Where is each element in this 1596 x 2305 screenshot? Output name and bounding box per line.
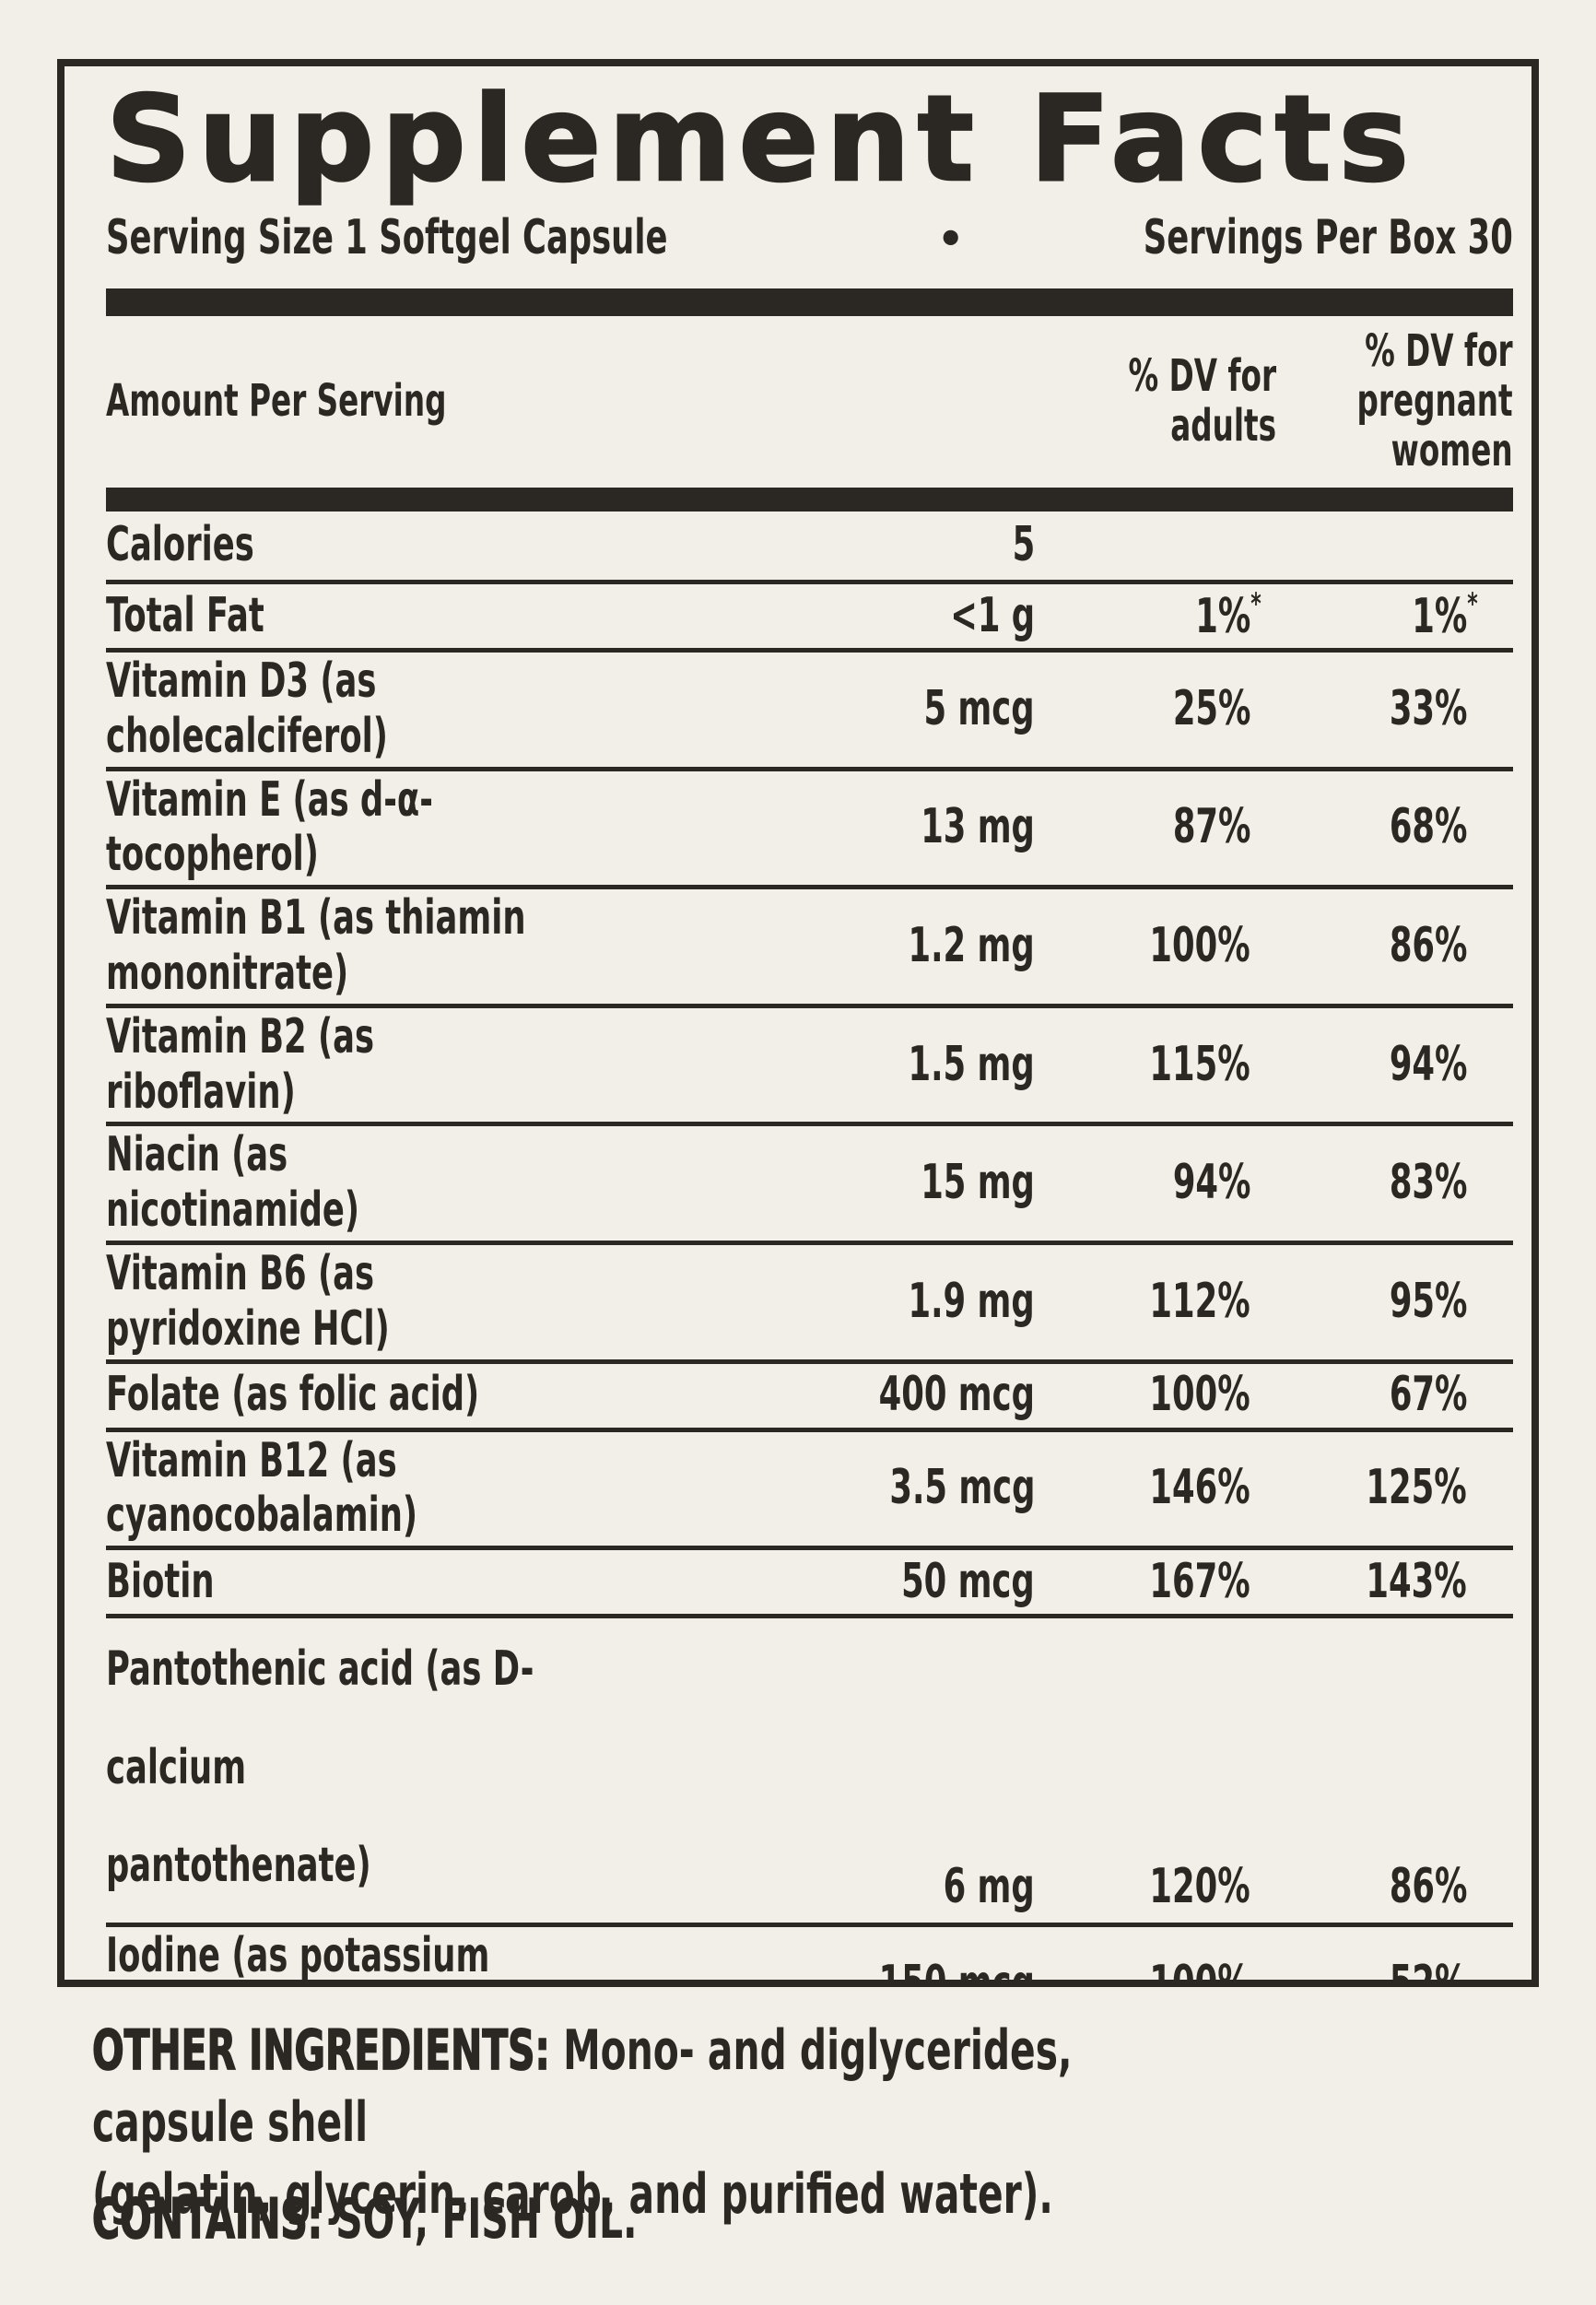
nutrient-name: Biotin <box>106 1553 215 1609</box>
contains-text: SOY, FISH OIL. <box>335 2187 638 2252</box>
header-dv-adults: % DV for adults <box>1128 350 1276 452</box>
table-row: Vitamin B6 (as pyridoxine HCl) 1.9 mg 11… <box>106 1240 1513 1359</box>
dv-pregnant-value: 143% <box>1366 1553 1467 1609</box>
table-row: Iodine (as potassium iodate) 150 mcg 100… <box>106 1922 1513 1987</box>
dv-adults-value: 167% <box>1149 1553 1250 1609</box>
dv-adults-value: 115% <box>1149 1036 1250 1092</box>
separator-bullet: • <box>936 214 965 264</box>
nutrient-name: Vitamin B1 (as thiamin mononitrate) <box>106 890 526 1001</box>
other-ingredients-text: Mono- and diglycerides, capsule shell (g… <box>92 2018 1073 2227</box>
dv-adults-value: 25% <box>1172 680 1250 736</box>
dv-pregnant-value: 68% <box>1389 799 1467 855</box>
table-row: Vitamin B2 (as riboflavin) 1.5 mg 115% 9… <box>106 1003 1513 1123</box>
table-row: Total Fat <1 g 1%* 1%* <box>106 580 1513 648</box>
dv-adults-value: 100% <box>1149 1367 1250 1423</box>
nutrient-amount: 15 mg <box>921 1155 1035 1211</box>
dv-adults-value: 94% <box>1172 1155 1250 1211</box>
other-ingredients-label: OTHER INGREDIENTS: <box>91 2017 550 2084</box>
servings-per-box-text: Servings Per Box 30 <box>1143 210 1513 265</box>
header-amount-per-serving-cell: Amount Per Serving <box>106 375 751 428</box>
table-row: Pantothenic acid (as D-calcium pantothen… <box>106 1614 1513 1923</box>
dv-adults-value: 120% <box>1149 1859 1250 1915</box>
nutrient-name: Vitamin B6 (as pyridoxine HCl) <box>106 1245 390 1357</box>
nutrient-amount: <1 g <box>950 587 1035 643</box>
divider-bar-header <box>106 488 1513 512</box>
nutrient-amount: 50 mcg <box>901 1553 1035 1609</box>
nutrient-amount: 5 <box>1012 517 1035 573</box>
table-row: Vitamin D3 (as cholecalciferol) 5 mcg 25… <box>106 648 1513 767</box>
nutrient-name: Folate (as folic acid) <box>106 1367 480 1423</box>
panel-title: Supplement Facts <box>105 71 1416 208</box>
dv-pregnant-value: 1%* <box>1411 586 1478 645</box>
table-row: Vitamin E (as d-α-tocopherol) 13 mg 87% … <box>106 766 1513 886</box>
nutrient-table: Calories 5 Total Fat <1 g 1%* 1%* Vitami… <box>106 512 1513 1987</box>
nutrient-name: Vitamin D3 (as cholecalciferol) <box>106 653 388 764</box>
other-ingredients-paragraph: OTHER INGREDIENTS: Mono- and diglyceride… <box>91 2015 1115 2230</box>
nutrient-amount: 150 mcg <box>878 1955 1035 1987</box>
nutrient-amount: 1.5 mg <box>908 1036 1035 1092</box>
nutrient-name: Vitamin E (as d-α-tocopherol) <box>106 771 433 883</box>
table-row: Vitamin B12 (as cyanocobalamin) 3.5 mcg … <box>106 1427 1513 1546</box>
table-row: Biotin 50 mcg 167% 143% <box>106 1546 1513 1614</box>
contains-section: CONTAINS: SOY, FISH OIL. <box>91 2186 894 2252</box>
dv-pregnant-value: 86% <box>1389 918 1467 974</box>
dv-pregnant-value: 94% <box>1389 1036 1467 1092</box>
nutrient-amount: 3.5 mcg <box>888 1460 1035 1516</box>
dv-adults-value: 1%* <box>1194 586 1262 645</box>
supplement-facts-panel: Supplement Facts Serving Size 1 Softgel … <box>57 59 1539 1987</box>
contains-label: CONTAINS: <box>91 2186 323 2252</box>
nutrient-amount: 1.9 mg <box>908 1273 1035 1329</box>
table-row: Folate (as folic acid) 400 mcg 100% 67% <box>106 1358 1513 1428</box>
nutrient-name: Pantothenic acid (as D-calcium pantothen… <box>106 1641 534 1894</box>
serving-size-text: Serving Size 1 Softgel Capsule <box>106 210 668 265</box>
dv-pregnant-value: 52% <box>1389 1955 1467 1987</box>
table-row: Calories 5 <box>106 512 1513 580</box>
header-dv-adults-cell: % DV for adults <box>1035 350 1276 452</box>
table-header-row: Amount Per Serving % DV for adults % DV … <box>106 316 1513 488</box>
nutrient-name: Vitamin B12 (as cyanocobalamin) <box>106 1432 418 1544</box>
dv-adults-value: 87% <box>1172 799 1250 855</box>
nutrient-amount: 6 mg <box>943 1859 1035 1915</box>
dv-adults-value: 100% <box>1149 918 1250 974</box>
dv-adults-value: 100% <box>1149 1955 1250 1987</box>
header-amount-per-serving: Amount Per Serving <box>106 375 447 428</box>
dv-adults-value: 112% <box>1149 1273 1250 1329</box>
dv-pregnant-value: 125% <box>1366 1460 1467 1516</box>
nutrient-name: Total Fat <box>106 587 264 643</box>
nutrient-name: Vitamin B2 (as riboflavin) <box>106 1008 375 1120</box>
nutrient-amount: 1.2 mg <box>908 918 1035 974</box>
dv-pregnant-value: 83% <box>1389 1155 1467 1211</box>
serving-info-row: Serving Size 1 Softgel Capsule • Serving… <box>106 208 1513 268</box>
other-ingredients-section: OTHER INGREDIENTS: Mono- and diglyceride… <box>91 2015 1596 2230</box>
dv-pregnant-value: 33% <box>1389 680 1467 736</box>
dv-pregnant-value: 67% <box>1389 1367 1467 1423</box>
nutrient-name: Iodine (as potassium iodate) <box>106 1927 490 1983</box>
dv-pregnant-value: 86% <box>1389 1859 1467 1915</box>
dv-pregnant-value: 95% <box>1389 1273 1467 1329</box>
nutrient-amount: 13 mg <box>921 799 1035 855</box>
divider-bar-top <box>106 288 1513 316</box>
contains-paragraph: CONTAINS: SOY, FISH OIL. <box>91 2186 638 2252</box>
nutrient-amount: 400 mcg <box>878 1367 1035 1423</box>
dv-adults-value: 146% <box>1149 1460 1250 1516</box>
table-row: Vitamin B1 (as thiamin mononitrate) 1.2 … <box>106 885 1513 1004</box>
header-dv-pregnant-cell: % DV for pregnant women <box>1276 325 1513 476</box>
nutrient-name: Calories <box>106 517 254 573</box>
nutrient-name: Niacin (as nicotinamide) <box>106 1127 360 1239</box>
nutrient-amount: 5 mcg <box>923 680 1035 736</box>
table-row: Niacin (as nicotinamide) 15 mg 94% 83% <box>106 1122 1513 1241</box>
header-dv-pregnant: % DV for pregnant women <box>1356 325 1513 476</box>
